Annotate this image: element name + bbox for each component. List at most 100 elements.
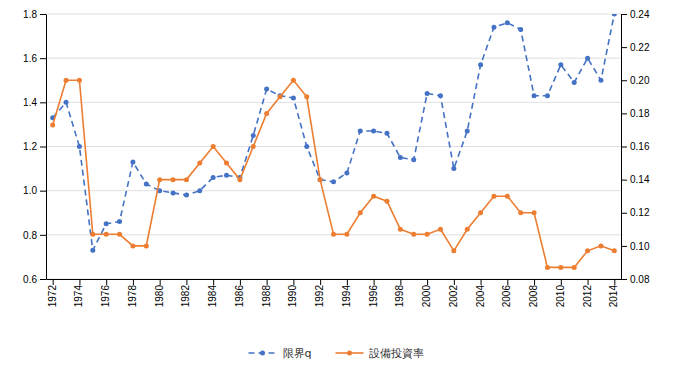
tick-label: 0.24 (630, 9, 650, 20)
tick-mark (621, 80, 627, 81)
tick: 1984 (207, 279, 218, 307)
tick-label: 2000 (421, 285, 432, 308)
point (77, 78, 82, 83)
point (117, 232, 122, 237)
y2-axis: 0.080.100.120.140.160.180.200.220.24 (621, 9, 650, 285)
point (144, 243, 149, 248)
tick-label: 2010 (555, 285, 566, 308)
tick-label: 0.20 (630, 75, 650, 86)
point (264, 111, 269, 116)
point (197, 188, 202, 193)
tick-mark (186, 279, 187, 285)
grid (46, 14, 621, 279)
tick-mark (621, 14, 627, 15)
tick: 2002 (448, 279, 459, 307)
tick-mark (40, 58, 46, 59)
point (505, 194, 510, 199)
plot: 1972197419761978198019821984198619881990… (23, 9, 650, 308)
series-line (53, 14, 615, 250)
legend-label: 限界q (283, 347, 312, 360)
point (90, 232, 95, 237)
tick-label: 1994 (341, 285, 352, 308)
tick-mark (240, 279, 241, 285)
point (264, 87, 269, 92)
tick: 0.08 (621, 274, 650, 285)
point (318, 177, 323, 182)
tick-label: 1988 (261, 285, 272, 308)
tick-label: 1.8 (23, 9, 37, 20)
tick-label: 2006 (501, 285, 512, 308)
tick-mark (40, 235, 46, 236)
tick: 1988 (261, 279, 272, 307)
tick-label: 1.0 (23, 185, 37, 196)
point (505, 20, 510, 25)
tick-label: 1.4 (23, 97, 37, 108)
point (478, 210, 483, 215)
tick: 1982 (180, 279, 191, 307)
tick: 0.24 (621, 9, 650, 20)
point (411, 232, 416, 237)
tick-label: 1992 (314, 285, 325, 308)
point (612, 14, 617, 17)
axis-line (46, 15, 47, 280)
point (451, 166, 456, 171)
point (465, 129, 470, 134)
point (545, 93, 550, 98)
chart: 1972197419761978198019821984198619881990… (0, 0, 673, 365)
point (304, 144, 309, 149)
point (411, 157, 416, 162)
tick: 1978 (127, 279, 138, 307)
point (344, 171, 349, 176)
tick: 0.18 (621, 108, 650, 119)
legend-label: 設備投資率 (369, 347, 424, 360)
point (478, 62, 483, 67)
point (358, 129, 363, 134)
point (64, 100, 69, 105)
tick-mark (40, 14, 46, 15)
point (104, 221, 109, 226)
point (318, 177, 323, 182)
tick-label: 1982 (180, 285, 191, 308)
tick-mark (160, 279, 161, 285)
tick-label: 0.10 (630, 241, 650, 252)
point (598, 78, 603, 83)
point (438, 227, 443, 232)
axis-line (47, 279, 622, 280)
point (278, 94, 283, 99)
tick-label: 2002 (448, 285, 459, 308)
tick-label: 1.2 (23, 141, 37, 152)
point (425, 91, 430, 96)
tick: 1994 (341, 279, 352, 307)
tick-label: 1996 (368, 285, 379, 308)
tick: 2014 (608, 279, 619, 307)
tick-mark (400, 279, 401, 285)
tick-label: 2014 (608, 285, 619, 308)
legend-item: 限界q (249, 347, 312, 360)
tick-mark (40, 191, 46, 192)
tick: 1.8 (23, 9, 46, 20)
tick-mark (427, 279, 428, 285)
grid-line (46, 146, 621, 147)
point (90, 248, 95, 253)
tick: 1972 (47, 279, 58, 307)
tick-label: 2012 (582, 285, 593, 308)
point (572, 265, 577, 270)
point (144, 182, 149, 187)
series (50, 78, 617, 270)
point (358, 210, 363, 215)
tick: 0.12 (621, 207, 650, 218)
point (171, 190, 176, 195)
tick-label: 0.08 (630, 274, 650, 285)
tick-label: 1972 (47, 285, 58, 308)
tick-mark (481, 279, 482, 285)
tick-mark (213, 279, 214, 285)
point (532, 210, 537, 215)
tick-mark (621, 180, 627, 181)
tick-label: 1976 (100, 285, 111, 308)
tick: 0.10 (621, 241, 650, 252)
point (224, 173, 229, 178)
tick-mark (507, 279, 508, 285)
point (64, 78, 69, 83)
tick: 2004 (475, 279, 486, 307)
point (398, 227, 403, 232)
